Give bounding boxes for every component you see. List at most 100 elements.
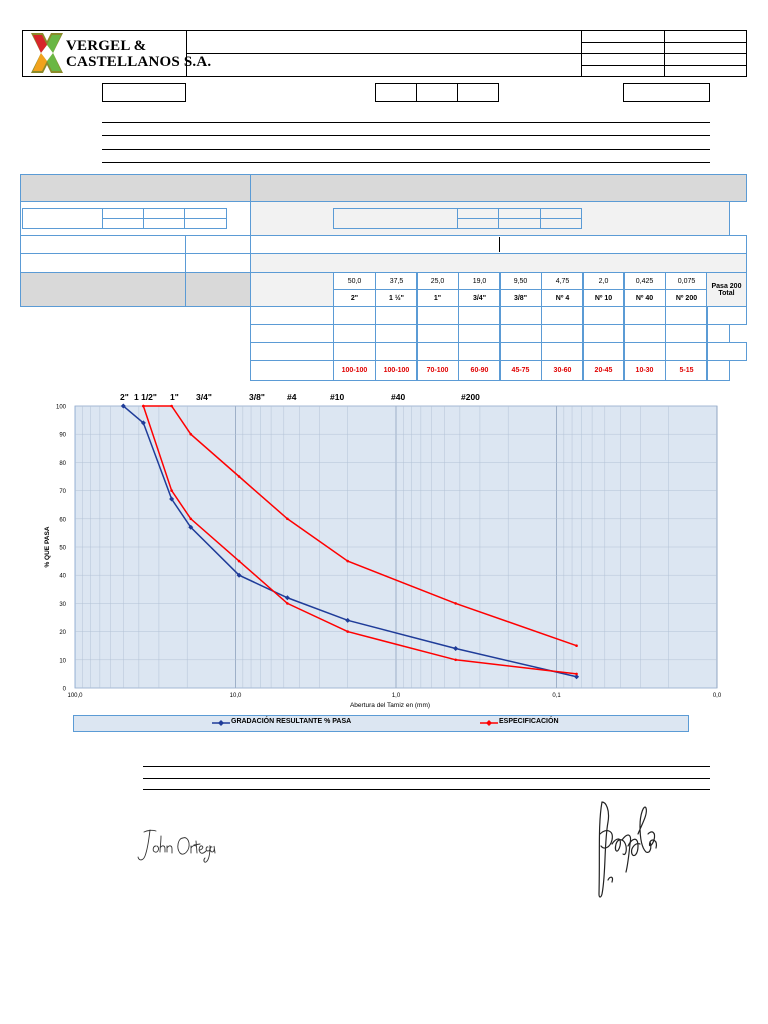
sieve-size-in: Nº 4 [541, 289, 584, 307]
data-point [346, 630, 349, 633]
data-point [237, 475, 241, 478]
sieve-size-in: Nº 200 [665, 289, 708, 307]
spec-range: 5-15 [665, 360, 708, 381]
data-point [286, 602, 289, 605]
sieve-size-in: Nº 10 [582, 289, 625, 307]
y-tick-label: 40 [59, 574, 66, 580]
data-point [142, 404, 145, 408]
header-title-divider [186, 53, 582, 54]
y-tick-label: 30 [59, 602, 66, 608]
x-tick-label: 10,0 [230, 693, 242, 699]
sieve-size-in: Nº 40 [623, 289, 666, 307]
y-tick-label: 60 [59, 517, 66, 523]
data-point [575, 672, 578, 676]
data-point [286, 517, 289, 521]
signature-left-icon [137, 829, 216, 863]
data-point [170, 404, 173, 408]
y-tick-label: 90 [59, 433, 66, 439]
form-line-3 [102, 149, 710, 150]
y-tick-label: 0 [63, 687, 67, 693]
y-tick-label: 100 [56, 405, 67, 411]
data-point [284, 595, 290, 601]
sieve-size-in: 3/8" [499, 289, 542, 307]
data-point [345, 617, 351, 623]
x-tick-label: 0,1 [552, 693, 561, 699]
y-tick-label: 70 [59, 489, 66, 495]
sieve-value-r3 [582, 342, 625, 361]
sieve-value-r2 [416, 324, 459, 343]
data-point [237, 559, 241, 563]
sieve-size-mm: 37,5 [375, 272, 418, 290]
info-box-right [623, 83, 710, 102]
sieve-value-r1 [416, 306, 459, 325]
left-subtable-label [22, 208, 103, 229]
data-point [346, 559, 349, 563]
data-point [120, 403, 126, 409]
date-box-month [416, 83, 458, 102]
footer-line-3 [143, 789, 710, 790]
sieve-size-mm: 9,50 [499, 272, 542, 290]
legend-red-marker-icon [480, 720, 498, 726]
sieve-size-mm: 4,75 [541, 272, 584, 290]
left-subtable-c4 [102, 218, 144, 229]
top-sieve-label: #4 [287, 392, 297, 402]
pasa-200-r2 [706, 324, 730, 343]
sieve-size-in: 1 ½" [375, 289, 418, 307]
header-code-row-1 [581, 42, 747, 43]
total-label: Total [718, 289, 735, 297]
pasa-200-r4 [706, 360, 730, 381]
form-line-4 [102, 162, 710, 163]
legend-label-especificacion: ESPECIFICACIÓN [499, 718, 559, 725]
right-row-2-divider [499, 237, 500, 252]
sieve-value-r2 [665, 324, 708, 343]
y-tick-label: 10 [59, 658, 66, 664]
left-row-4-value [185, 272, 251, 307]
sieve-value-r3 [458, 342, 501, 361]
sieve-size-mm: 0,075 [665, 272, 708, 290]
sieve-value-r2 [458, 324, 501, 343]
sieve-value-r3 [665, 342, 708, 361]
pasa-200-total-header: Pasa 200 Total [706, 272, 747, 307]
sieve-value-r1 [541, 306, 584, 325]
data-point [140, 420, 146, 426]
spec-range: 20-45 [582, 360, 625, 381]
left-row-2-value [185, 235, 251, 254]
x-tick-label: 0,0 [713, 693, 722, 699]
data-point [236, 572, 242, 578]
data-point [189, 517, 193, 521]
top-sieve-label: 3/4" [196, 392, 212, 402]
sieve-grid-label-r3 [250, 342, 334, 361]
data-point [170, 489, 173, 492]
right-row-3 [250, 253, 747, 273]
left-subtable-c6 [184, 218, 227, 229]
top-sieve-label: #10 [330, 392, 345, 402]
data-point [575, 644, 578, 647]
top-sieve-label: #200 [461, 392, 480, 402]
right-subtable-label [333, 208, 458, 229]
sieve-size-mm: 50,0 [333, 272, 376, 290]
footer-line-1 [143, 766, 710, 767]
sieve-size-in: 1" [416, 289, 459, 307]
sieve-value-r3 [541, 342, 584, 361]
sieve-size-in: 2" [333, 289, 376, 307]
sieve-value-r1 [458, 306, 501, 325]
date-box-year [457, 83, 499, 102]
sieve-value-r1 [623, 306, 666, 325]
left-subtable-c5 [143, 218, 185, 229]
legend-blue-marker-icon [212, 720, 230, 726]
sieve-grid-label-r4 [250, 360, 334, 381]
sieve-size-mm: 0,425 [623, 272, 666, 290]
spec-range: 70-100 [416, 360, 459, 381]
data-point [454, 658, 457, 662]
company-name-line-1: VERGEL & [66, 38, 147, 54]
data-point [453, 646, 459, 652]
data-point [454, 602, 457, 605]
y-tick-label: 80 [59, 461, 66, 467]
sieve-value-r3 [416, 342, 459, 361]
top-sieve-label: 1" [170, 392, 179, 402]
sieve-value-r2 [333, 324, 376, 343]
spec-range: 30-60 [541, 360, 584, 381]
series-line-1 [143, 405, 577, 647]
spec-range: 100-100 [333, 360, 376, 381]
sieve-size-mm: 25,0 [416, 272, 459, 290]
